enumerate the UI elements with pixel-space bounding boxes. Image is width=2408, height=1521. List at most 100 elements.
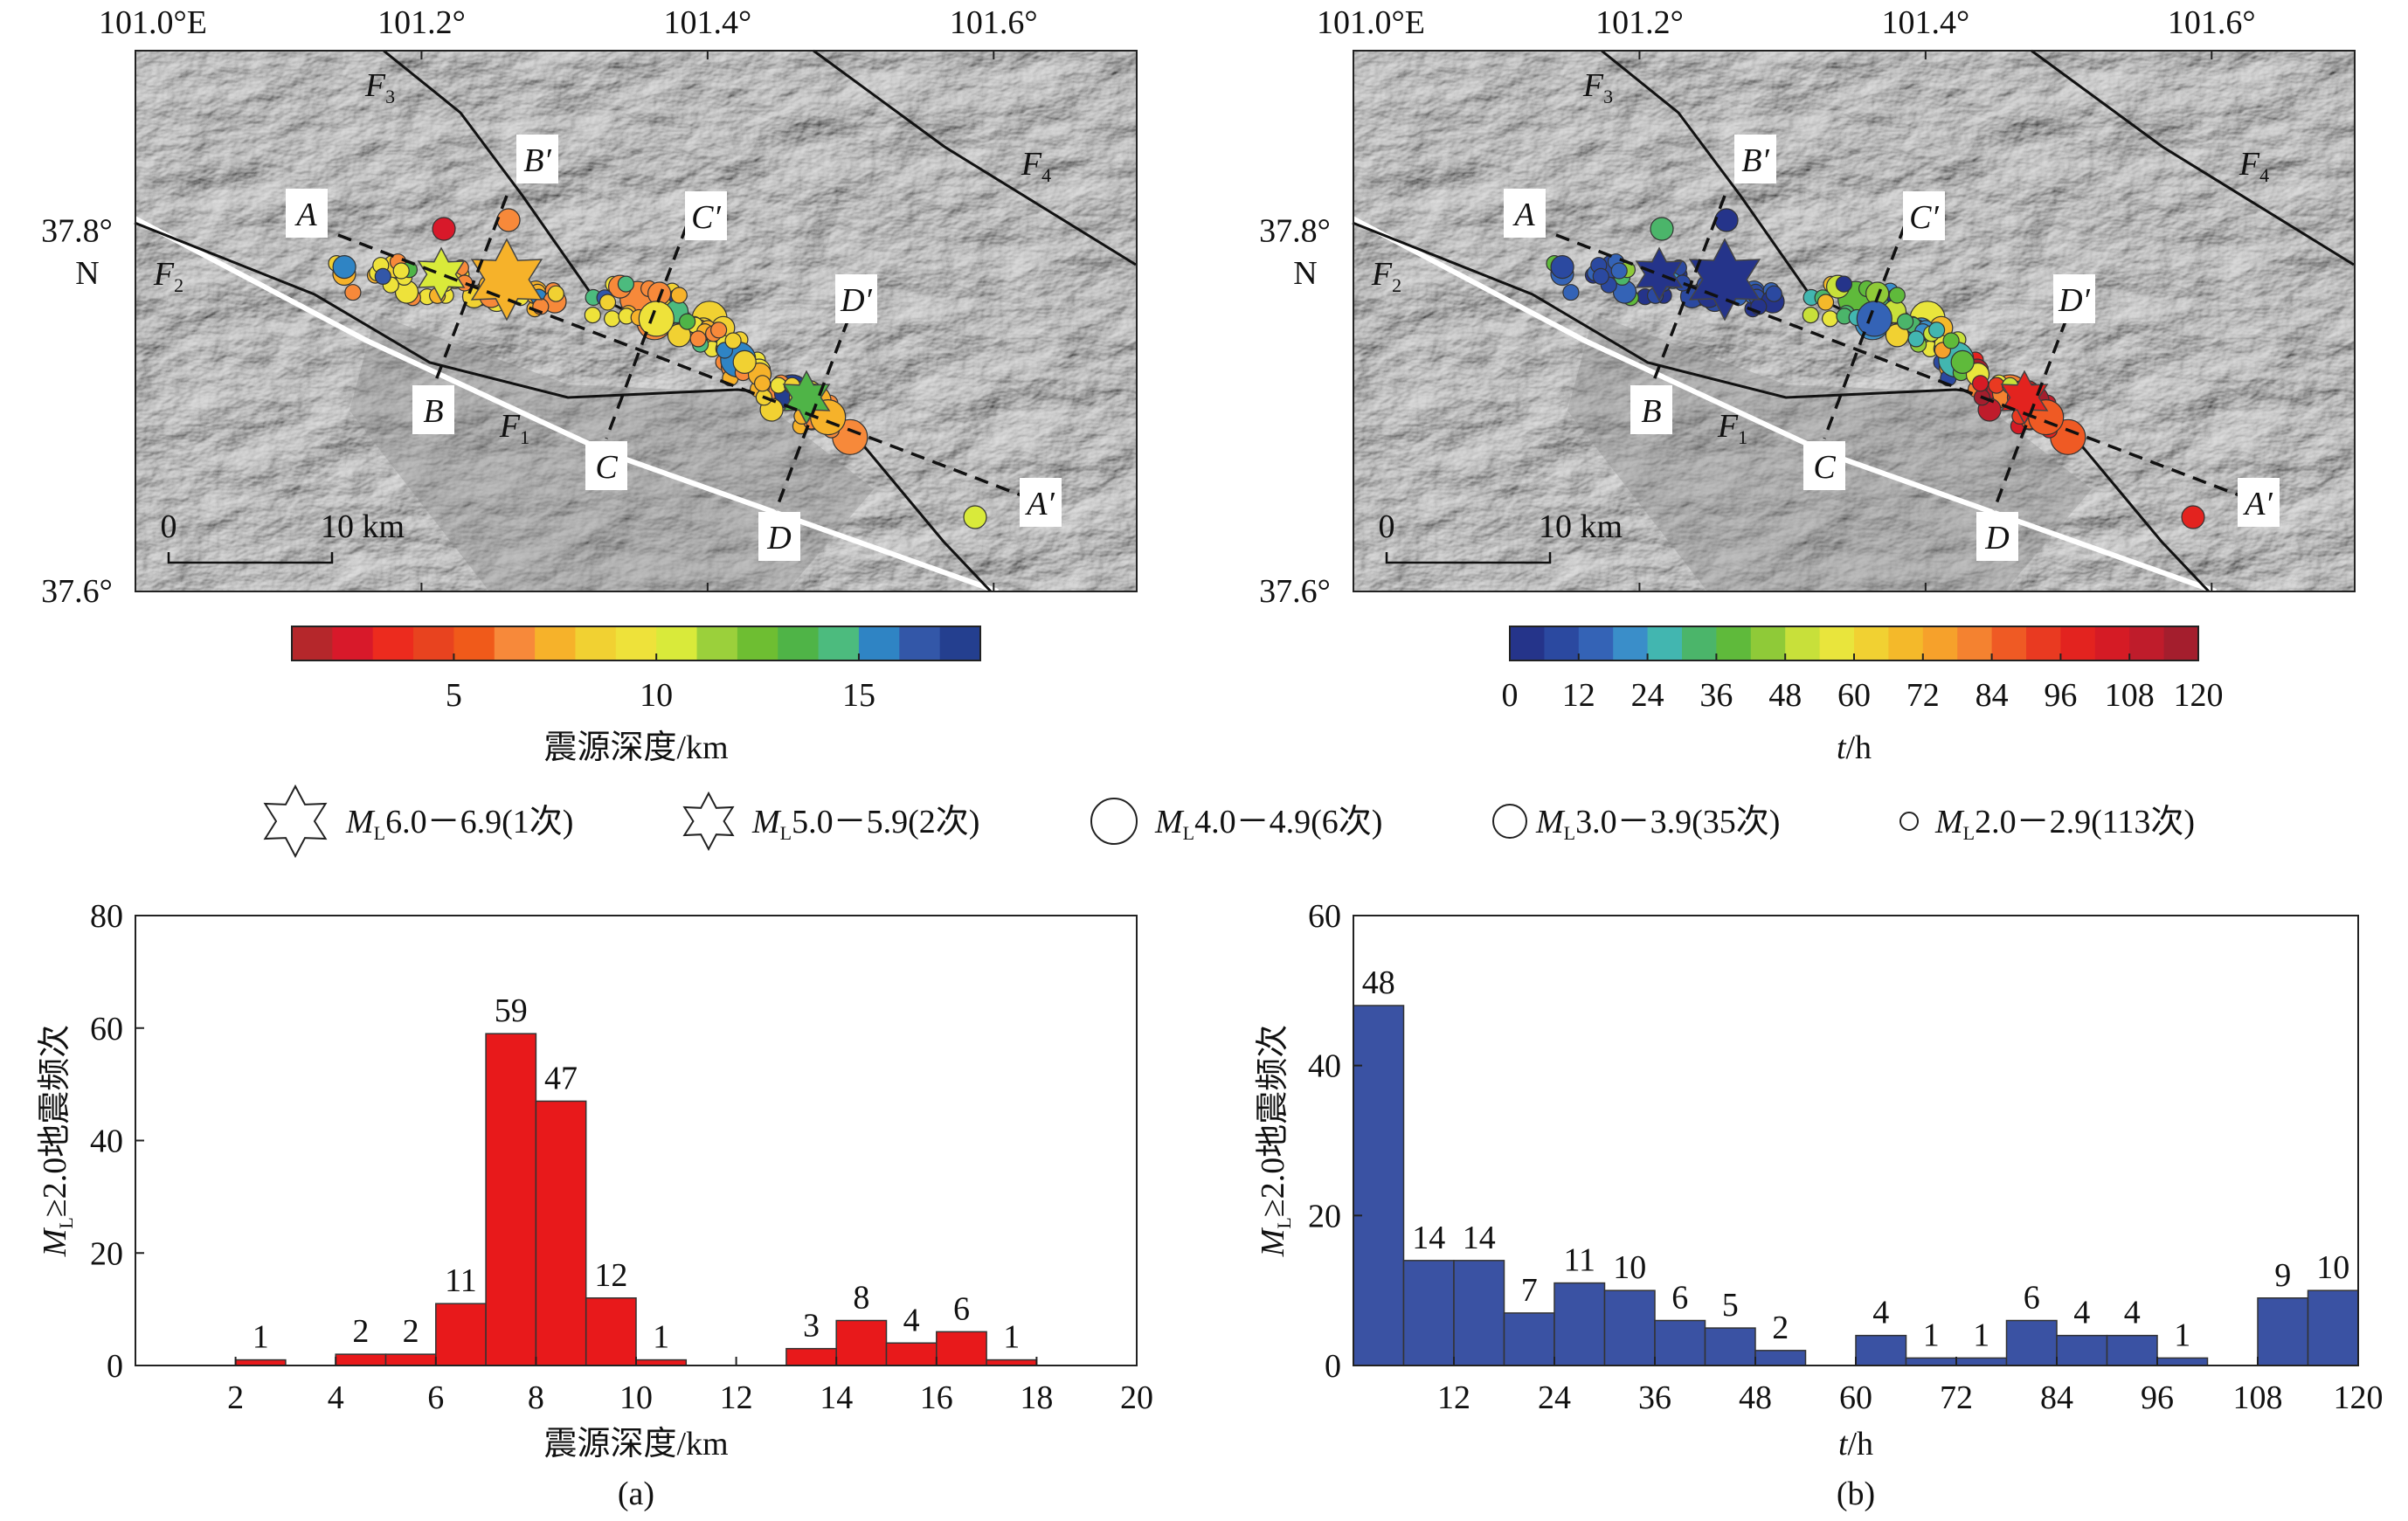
mainshock-star bbox=[2000, 370, 2049, 425]
bar-value-label: 4 bbox=[2124, 1295, 2141, 1331]
y-tick-label: 60 bbox=[90, 1011, 123, 1047]
y-axis-title: ML≥2.0地震频次 bbox=[1255, 1025, 1295, 1257]
histogram-bar bbox=[1603, 1289, 1656, 1366]
legend-range-text: 2.0－2.9(113次) bbox=[1975, 804, 2195, 840]
colorbar-segment bbox=[2129, 626, 2165, 660]
earthquake-marker bbox=[963, 505, 987, 529]
lat-hemisphere-label: N bbox=[75, 255, 99, 292]
bar-value-label: 1 bbox=[653, 1319, 669, 1356]
legend-magnitude-symbol: M bbox=[751, 804, 782, 840]
colorbar-segment bbox=[1888, 626, 1924, 660]
y-tick-label: 20 bbox=[1308, 1198, 1341, 1234]
bar-value-label: 1 bbox=[1973, 1317, 1989, 1353]
histogram-bar bbox=[384, 1353, 437, 1366]
colorbar-tick-label: 108 bbox=[2105, 677, 2155, 714]
bar-value-label: 4 bbox=[903, 1302, 920, 1338]
y-axis-title-text: ≥2.0地震频次 bbox=[37, 1025, 73, 1217]
profile-label-3: B′ bbox=[523, 142, 551, 179]
colorbar-segment bbox=[1682, 626, 1717, 660]
histogram-bar bbox=[1704, 1327, 1756, 1366]
profile-label-3: B′ bbox=[1741, 142, 1769, 179]
x-tick-label: 16 bbox=[920, 1379, 953, 1416]
legend-label: ML4.0－4.9(6次) bbox=[1154, 804, 1382, 844]
lat-label: 37.6° bbox=[1259, 573, 1331, 610]
profile-label-box bbox=[685, 191, 727, 240]
x-tick-label: 60 bbox=[1839, 1379, 1872, 1416]
bar-value-label: 3 bbox=[803, 1308, 820, 1345]
lon-label: 101.4° bbox=[1882, 4, 1970, 41]
earthquake-marker bbox=[1714, 208, 1739, 232]
histogram-bar bbox=[585, 1297, 637, 1366]
colorbar-title: 震源深度/km bbox=[543, 729, 728, 766]
fault-subscript: 1 bbox=[1738, 426, 1747, 448]
x-tick-label: 120 bbox=[2334, 1379, 2384, 1416]
colorbar-segment bbox=[413, 626, 454, 660]
legend-magnitude-symbol: M bbox=[1934, 804, 1965, 840]
colorbar-tick-label: 48 bbox=[1768, 677, 1802, 714]
earthquake-marker bbox=[670, 287, 688, 304]
colorbar-segment bbox=[1716, 626, 1752, 660]
x-tick-label: 18 bbox=[1020, 1379, 1053, 1416]
fault-label: F1 bbox=[499, 408, 529, 448]
earthquake-marker bbox=[603, 310, 621, 328]
colorbar-segment bbox=[1647, 626, 1683, 660]
earthquake-marker bbox=[1896, 313, 1914, 330]
profile-label-7: D′ bbox=[840, 282, 872, 319]
scale-bar-label: 10 km bbox=[321, 508, 405, 545]
lon-label: 101.0°E bbox=[99, 4, 207, 41]
histogram-bar bbox=[1503, 1312, 1555, 1366]
colorbar-segment bbox=[1613, 626, 1649, 660]
legend-range-text: 3.0－3.9(35次) bbox=[1575, 804, 1780, 840]
colorbar-segment bbox=[1854, 626, 1889, 660]
y-axis-magnitude-symbol: M bbox=[37, 1227, 73, 1257]
earthquake-marker bbox=[689, 330, 707, 348]
y-axis-title-text: ≥2.0地震频次 bbox=[1255, 1025, 1291, 1217]
bar-value-label: 1 bbox=[1923, 1317, 1940, 1353]
bar-value-label: 7 bbox=[1521, 1272, 1538, 1309]
fault-subscript: 4 bbox=[1041, 164, 1051, 186]
colorbar-tick-label: 12 bbox=[1562, 677, 1595, 714]
profile-line bbox=[1650, 195, 1726, 388]
lon-label: 101.4° bbox=[664, 4, 752, 41]
fault-f1-east-line bbox=[2068, 431, 2211, 593]
legend-circle-large-icon bbox=[1090, 798, 1138, 845]
mainshock-star bbox=[470, 238, 543, 321]
mainshock-star bbox=[1635, 246, 1684, 302]
colorbar-title-unit: /h bbox=[1846, 729, 1872, 766]
x-tick-label: 48 bbox=[1739, 1379, 1772, 1416]
earthquake-marker bbox=[1550, 255, 1574, 280]
bar-value-label: 48 bbox=[1362, 964, 1395, 1001]
legend-subscript: L bbox=[780, 822, 792, 844]
colorbar-segment bbox=[372, 626, 414, 660]
profile-label-6: D bbox=[1984, 520, 2009, 557]
colorbar-tick-label: 15 bbox=[842, 677, 875, 714]
fault-label: F3 bbox=[364, 67, 395, 107]
profile-label-1: A′ bbox=[2242, 486, 2273, 522]
y-axis-subscript: L bbox=[1273, 1217, 1295, 1228]
x-tick-label: 14 bbox=[820, 1379, 853, 1416]
profile-label-1: A′ bbox=[1024, 486, 1055, 522]
colorbar-segment bbox=[1785, 626, 1821, 660]
histogram-bar bbox=[785, 1347, 837, 1366]
earthquake-marker bbox=[1907, 330, 1925, 348]
profile-label-box bbox=[1504, 189, 1546, 238]
bar-value-label: 14 bbox=[1463, 1220, 1496, 1256]
earthquake-marker bbox=[496, 208, 521, 232]
earthquake-marker bbox=[709, 321, 728, 339]
fault-f1-east-line bbox=[850, 431, 993, 593]
earthquake-marker bbox=[1610, 262, 1628, 280]
colorbar-segment bbox=[494, 626, 536, 660]
lon-label: 101.2° bbox=[1595, 4, 1684, 41]
earthquake-marker bbox=[617, 275, 635, 293]
scale-bar bbox=[167, 552, 334, 564]
histogram-bar bbox=[2156, 1357, 2209, 1366]
colorbar-segment bbox=[2026, 626, 2061, 660]
y-tick-label: 0 bbox=[1325, 1348, 1341, 1385]
histogram-bar bbox=[1955, 1357, 2008, 1366]
profile-label-2: B bbox=[423, 393, 443, 430]
colorbar-tick-label: 36 bbox=[1699, 677, 1733, 714]
histogram-bar bbox=[435, 1303, 487, 1366]
histogram-bar bbox=[2106, 1334, 2158, 1366]
